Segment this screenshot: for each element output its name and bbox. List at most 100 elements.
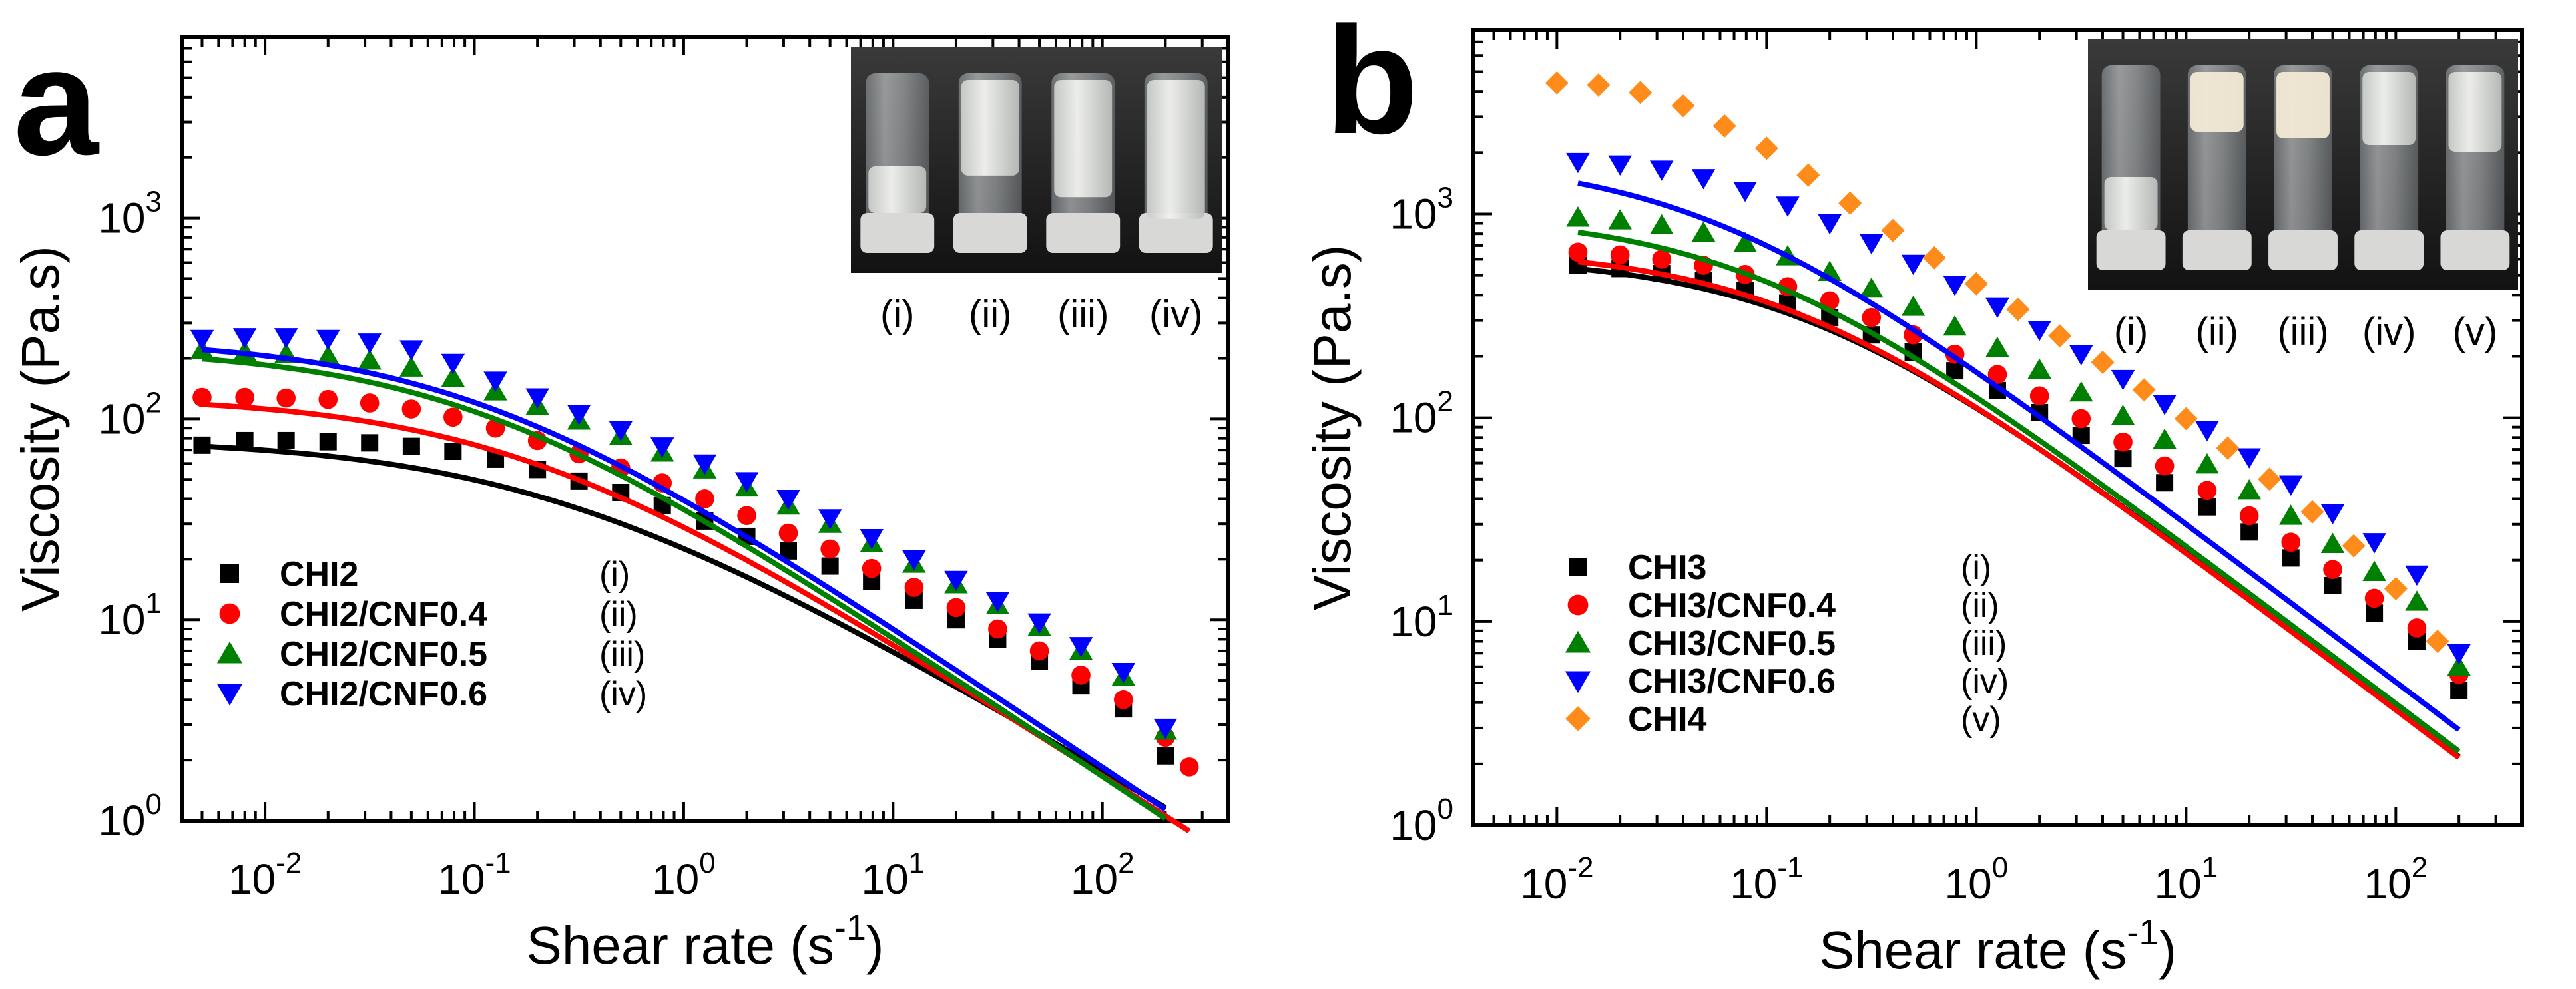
data-point [361,434,379,452]
data-point [2197,481,2217,500]
data-point [1629,81,1653,104]
y-tick-base: 10 [98,395,145,443]
series-chi2-cnf0-6 [190,328,1178,739]
data-point [2071,409,2091,429]
x-tick-base: 10 [228,855,276,903]
data-point [2258,467,2282,491]
data-point [2048,324,2072,348]
vial-cap [2268,230,2338,270]
data-point [2029,386,2049,406]
x-tick-base: 10 [1071,855,1118,903]
legend-label: CHI3/CNF0.5 [1628,624,1836,663]
vial-gel [2104,177,2158,230]
data-point [1111,663,1136,684]
data-point [2300,500,2324,524]
data-point [692,454,717,475]
data-point [2174,407,2198,431]
y-tick-label: 101 [98,587,162,644]
data-point [2237,479,2261,500]
series-chi4 [1545,71,2449,654]
data-point [695,489,714,508]
data-point [1754,136,1778,160]
y-tick-label: 100 [98,788,162,845]
data-point [1071,666,1091,685]
legend: CHI2 (i) CHI2/CNF0.4 (ii) CHI2/CNF0.5 (iii) CH… [216,555,647,713]
y-tick-base: 10 [1390,394,1437,442]
vial-1 [860,73,935,253]
data-point [2114,450,2132,468]
data-point [2132,378,2156,402]
x-tick-base: 10 [437,855,485,903]
data-point [193,436,211,454]
series-chi2-cnf0-4 [192,387,1199,777]
data-point [946,598,966,618]
data-point [399,340,423,361]
data-point [1608,155,1632,176]
data-point [1179,757,1199,777]
legend-marker [1565,630,1591,653]
vial-cap [953,213,1027,253]
legend-label: CHI3 [1628,548,1706,587]
x-tick-base: 10 [1730,860,1777,908]
y-tick-label: 102 [98,386,162,443]
vial-gel [2448,72,2502,152]
x-tick-label: 102 [1071,847,1135,903]
legend-tag: (i) [1961,548,1991,587]
legend-label: CHI3/CNF0.6 [1628,662,1836,701]
legend-marker [1567,594,1589,616]
inset-label-3: (iii) [1057,293,1109,336]
legend-tag: (iv) [599,675,647,713]
x-tick-label: 100 [1945,851,2009,908]
data-point [2450,682,2468,699]
legend-tag: (ii) [599,595,638,634]
vial-gel [2190,72,2244,132]
data-point [441,353,465,375]
data-point [2320,532,2345,553]
x-axis-title-main: Shear rate (s [526,916,834,975]
data-point [2407,618,2427,638]
x-tick-base: 10 [2155,860,2202,908]
data-point [319,433,337,451]
data-point [1985,297,2009,318]
x-tick-base: 10 [1520,860,1567,908]
vial-cap [860,213,935,253]
data-point [274,328,298,349]
vial-gel [961,80,1019,176]
data-point [2279,475,2303,496]
y-tick-exponent: 3 [146,186,162,218]
data-point [1610,245,1630,265]
y-axis-title: Viscosity (Pa.s) [1302,245,1362,611]
data-point [609,421,633,442]
axis-ticks [1472,29,2523,827]
data-point [860,528,884,550]
y-tick-base: 10 [98,596,145,644]
legend-tag: (iii) [1961,624,2007,663]
x-tick-exponent: 0 [1992,851,2008,884]
data-point [235,387,254,407]
x-tick-base: 10 [1945,860,1992,908]
data-point [2111,405,2135,425]
data-point [358,349,382,370]
data-point [1985,336,2009,357]
data-point [2091,350,2115,374]
x-tick-label: 10-2 [228,847,302,903]
legend-marker [1565,671,1591,693]
data-point [232,328,257,349]
data-point [820,539,840,559]
legend-tag: (iii) [599,635,645,674]
y-tick-exponent: 0 [1437,793,1453,825]
x-tick-exponent: 2 [1118,847,1134,879]
y-tick-base: 10 [98,194,145,242]
x-tick-exponent: 0 [699,847,715,879]
vial-gel [2276,72,2330,138]
data-point [316,345,340,365]
data-point [1901,254,1926,276]
legend-tag: (ii) [1961,586,1999,625]
data-point [1691,221,1716,242]
vial-cap [2096,230,2166,270]
fit-curve-chi3-cnf0-4 [1577,259,2461,760]
data-point [904,578,924,597]
inset-label-5: (v) [2453,310,2498,353]
data-point [1652,250,1672,269]
